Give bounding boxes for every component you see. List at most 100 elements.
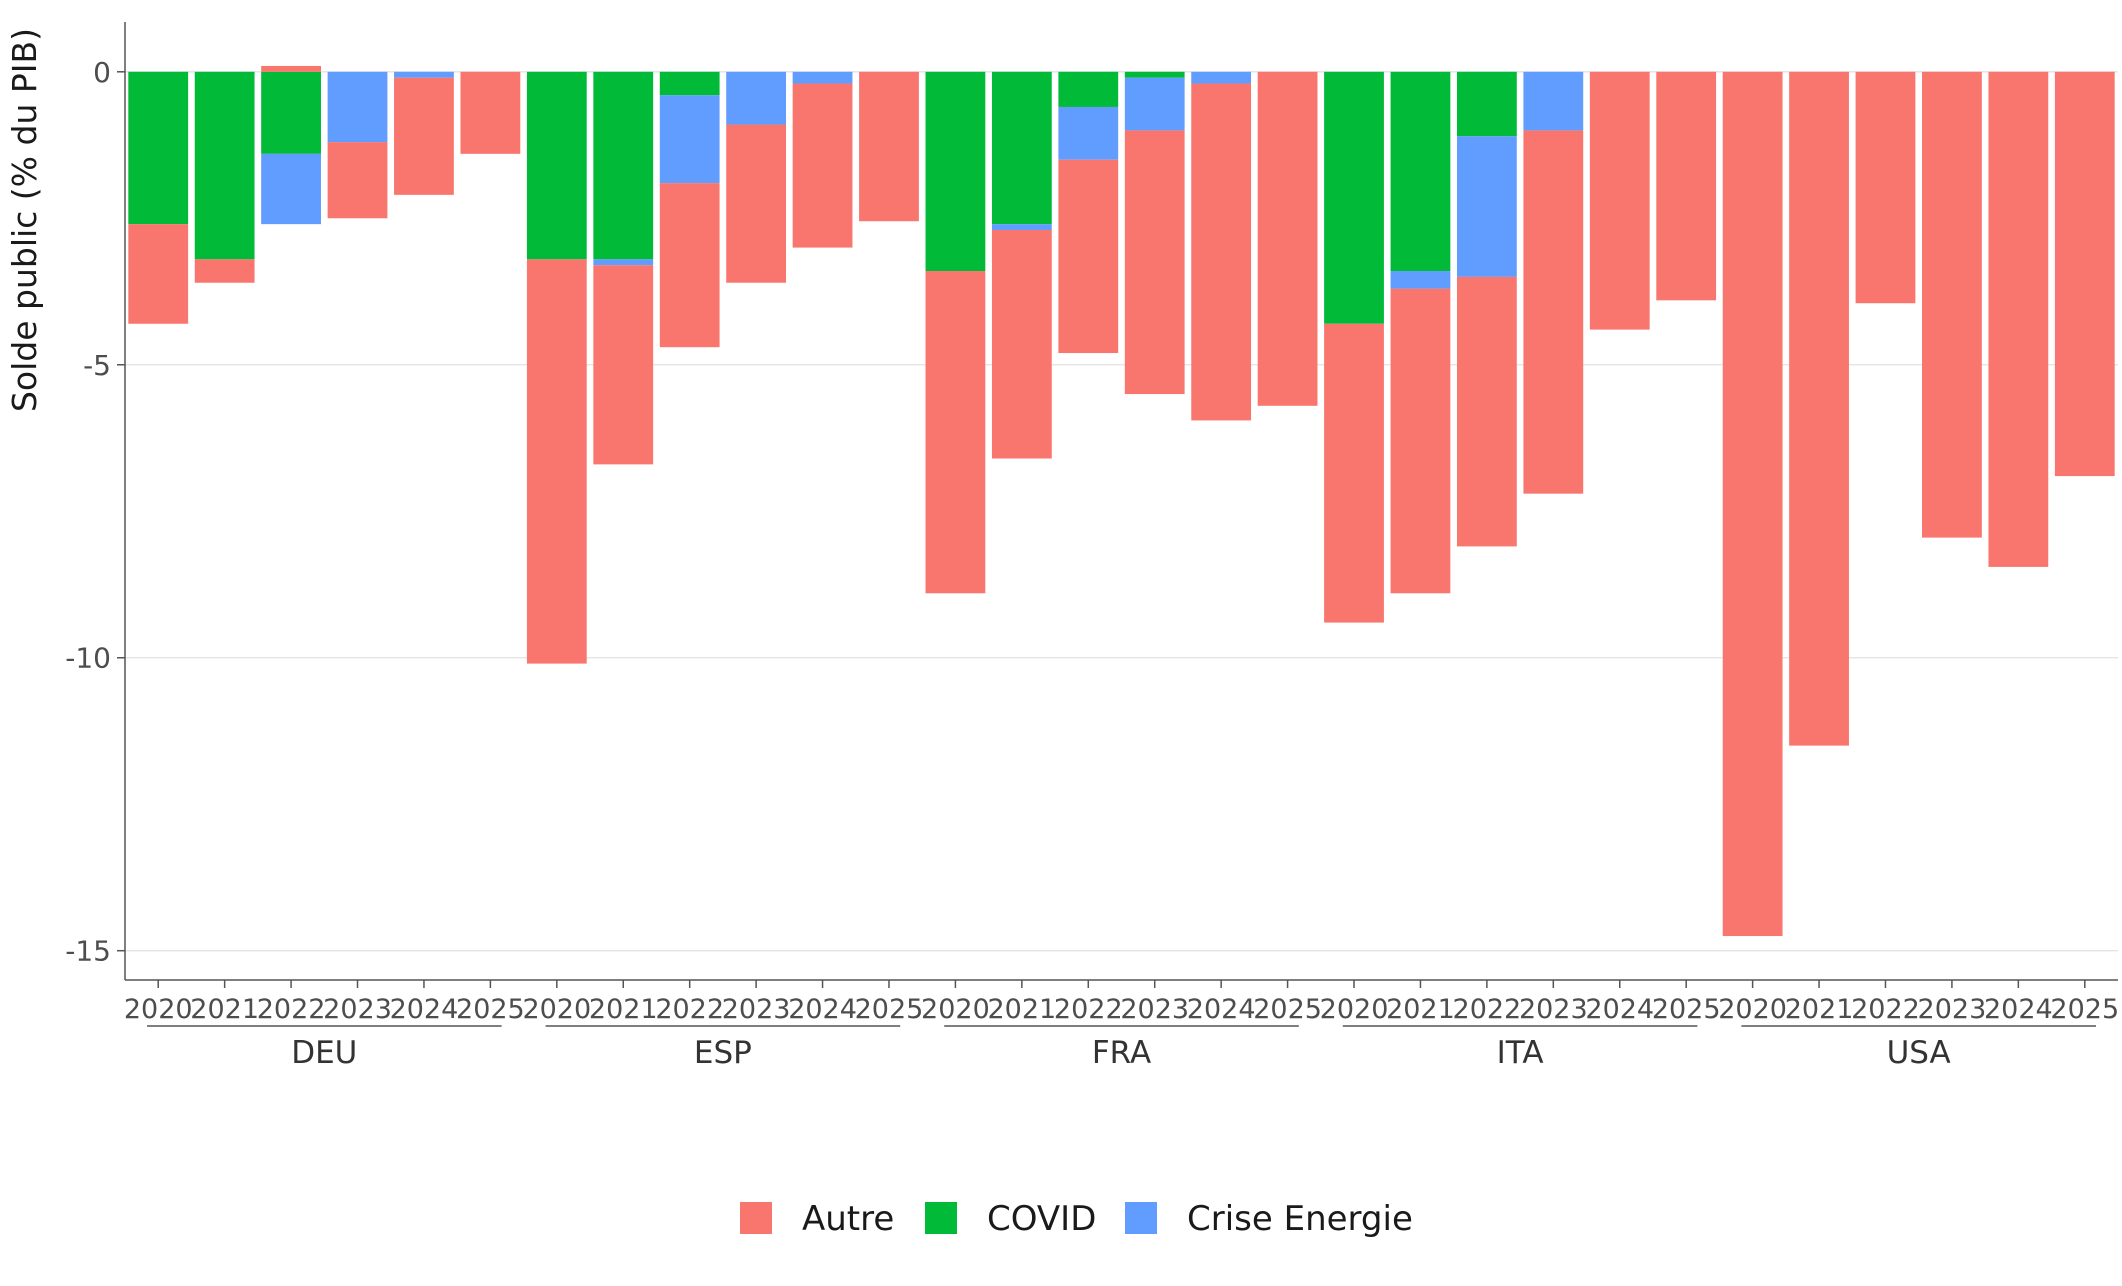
bar-ita-2020-autre xyxy=(1324,323,1384,623)
bar-esp-2024-energie xyxy=(792,71,853,84)
bar-deu-2020-autre xyxy=(128,224,189,324)
bar-deu-2021-autre xyxy=(194,259,255,283)
bar-usa-2020-autre xyxy=(1722,71,1783,937)
bar-ita-2021-covid xyxy=(1390,71,1451,272)
x-tick-label: 2020 xyxy=(921,994,990,1025)
bar-ita-2020-covid xyxy=(1324,71,1384,324)
x-tick-label: 2025 xyxy=(456,994,525,1025)
x-tick-label: 2024 xyxy=(788,994,857,1025)
x-tick-label: 2021 xyxy=(190,994,259,1025)
bar-esp-2020-covid xyxy=(526,71,587,260)
y-tick-label: -5 xyxy=(83,349,111,382)
bar-fra-2023-energie xyxy=(1124,77,1185,131)
bar-fra-2024-energie xyxy=(1191,71,1252,84)
bar-fra-2023-autre xyxy=(1124,130,1185,395)
y-tick-label: -10 xyxy=(65,642,111,675)
x-tick-label: 2023 xyxy=(1120,994,1189,1025)
x-tick-label: 2025 xyxy=(1253,994,1322,1025)
bar-ita-2025-autre xyxy=(1656,71,1717,301)
bar-fra-2023-covid xyxy=(1124,71,1185,78)
x-tick-label: 2021 xyxy=(1386,994,1455,1025)
bar-ita-2023-autre xyxy=(1523,130,1584,494)
x-tick-label: 2023 xyxy=(1519,994,1588,1025)
x-tick-label: 2020 xyxy=(1718,994,1787,1025)
legend-label-energie: Crise Energie xyxy=(1187,1199,1413,1239)
x-tick-label: 2024 xyxy=(1585,994,1654,1025)
bar-esp-2020-autre xyxy=(526,259,587,664)
bar-ita-2022-energie xyxy=(1456,136,1517,277)
bar-fra-2020-autre xyxy=(925,271,986,594)
x-tick-label: 2025 xyxy=(855,994,924,1025)
bars xyxy=(128,65,2115,937)
bar-deu-2022-autre xyxy=(261,65,321,72)
legend-label-covid: COVID xyxy=(987,1199,1096,1239)
group-label-fra: FRA xyxy=(1092,1035,1151,1071)
bar-esp-2022-energie xyxy=(659,95,720,184)
bar-fra-2022-covid xyxy=(1058,71,1119,107)
bar-esp-2021-autre xyxy=(593,265,654,465)
bar-ita-2021-autre xyxy=(1390,288,1451,594)
bar-deu-2022-energie xyxy=(261,153,321,225)
bar-usa-2025-autre xyxy=(2054,71,2115,477)
group-label-ita: ITA xyxy=(1497,1035,1544,1071)
x-tick-label: 2020 xyxy=(124,994,193,1025)
x-tick-label: 2025 xyxy=(1652,994,1721,1025)
bar-fra-2020-covid xyxy=(925,71,986,272)
bar-ita-2023-energie xyxy=(1523,71,1584,131)
legend-label-autre: Autre xyxy=(802,1199,894,1239)
bar-usa-2024-autre xyxy=(1988,71,2049,567)
bar-fra-2025-autre xyxy=(1257,71,1318,406)
x-tick-label: 2023 xyxy=(722,994,791,1025)
bar-ita-2024-autre xyxy=(1589,71,1650,330)
y-axis-title: Solde public (% du PIB) xyxy=(5,28,44,412)
bar-esp-2022-autre xyxy=(659,183,720,348)
bar-fra-2021-covid xyxy=(991,71,1052,225)
bar-fra-2024-autre xyxy=(1191,83,1252,421)
x-tick-label: 2021 xyxy=(589,994,658,1025)
x-tick-label: 2023 xyxy=(323,994,392,1025)
bar-deu-2020-covid xyxy=(128,71,189,225)
bar-ita-2022-autre xyxy=(1456,276,1517,547)
x-tick-label: 2024 xyxy=(1187,994,1256,1025)
bar-deu-2022-covid xyxy=(261,71,321,154)
group-label-esp: ESP xyxy=(694,1035,752,1071)
axes xyxy=(124,22,2118,981)
bar-usa-2021-autre xyxy=(1789,71,1849,746)
bar-deu-2025-autre xyxy=(460,71,521,154)
bar-fra-2021-energie xyxy=(991,224,1052,231)
bar-deu-2024-energie xyxy=(394,71,454,78)
x-tick-label: 2024 xyxy=(1984,994,2053,1025)
x-tick-label: 2022 xyxy=(1054,994,1123,1025)
x-tick-label: 2020 xyxy=(522,994,591,1025)
y-axis-ticks: 0 -5 -10 -15 xyxy=(65,56,125,968)
x-axis-ticks: 2020202120222023202420252020202120222023… xyxy=(124,980,2119,1025)
legend-swatch-autre xyxy=(740,1202,772,1234)
x-tick-label: 2022 xyxy=(1453,994,1522,1025)
x-tick-label: 2022 xyxy=(257,994,326,1025)
x-tick-label: 2022 xyxy=(655,994,724,1025)
bar-esp-2024-autre xyxy=(792,83,853,248)
bar-esp-2025-autre xyxy=(859,71,919,222)
bar-usa-2023-autre xyxy=(1922,71,1982,538)
bar-fra-2022-autre xyxy=(1058,159,1119,354)
bar-deu-2023-energie xyxy=(327,71,388,143)
group-label-usa: USA xyxy=(1887,1035,1951,1071)
x-tick-label: 2021 xyxy=(1785,994,1854,1025)
bar-deu-2024-autre xyxy=(394,77,454,195)
bar-esp-2023-autre xyxy=(726,124,787,283)
x-tick-label: 2025 xyxy=(2050,994,2119,1025)
bar-esp-2022-covid xyxy=(659,71,720,96)
bar-fra-2022-energie xyxy=(1058,106,1119,160)
legend-swatch-energie xyxy=(1125,1202,1157,1234)
bar-esp-2021-covid xyxy=(593,71,654,260)
group-label-deu: DEU xyxy=(291,1035,357,1071)
x-tick-label: 2023 xyxy=(1918,994,1987,1025)
bar-deu-2021-covid xyxy=(194,71,255,260)
y-tick-label: 0 xyxy=(93,56,111,89)
bar-ita-2021-energie xyxy=(1390,271,1451,289)
y-tick-label: -15 xyxy=(65,935,111,968)
x-tick-label: 2022 xyxy=(1851,994,1920,1025)
x-tick-label: 2020 xyxy=(1320,994,1389,1025)
gridlines xyxy=(125,71,2118,952)
